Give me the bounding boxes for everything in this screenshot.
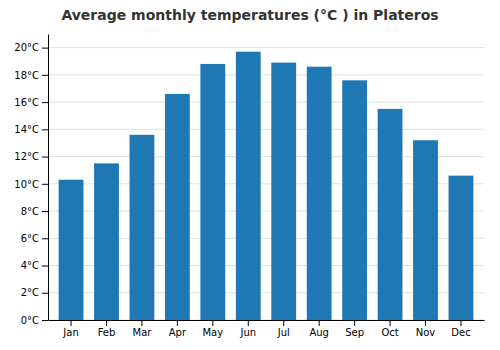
y-tick-mark	[42, 48, 48, 49]
bar	[378, 109, 403, 320]
y-tick-mark	[42, 211, 48, 212]
bar	[271, 63, 296, 320]
y-tick-label: 20°C	[14, 42, 39, 53]
x-tick-label: Aug	[309, 327, 329, 338]
chart: Jan Feb Mar Apr May Jun Jul Aug Sep Oct Nov Dec 0°C 2…	[0, 0, 500, 350]
x-tick-mark	[390, 320, 391, 326]
x-tick: Dec	[451, 320, 470, 338]
x-tick: Oct	[381, 320, 398, 338]
x-tick-mark	[319, 320, 320, 326]
x-tick-mark	[106, 320, 107, 326]
y-tick: 20°C	[14, 42, 48, 53]
x-tick-mark	[71, 320, 72, 326]
y-axis-line	[48, 35, 49, 321]
x-axis-line	[49, 320, 485, 321]
x-tick: Feb	[98, 320, 116, 338]
title: Average monthly temperatures (°C ) in Pl…	[61, 7, 438, 23]
x-tick-label: Dec	[451, 327, 470, 338]
bar	[236, 52, 261, 320]
x-tick: May	[202, 320, 223, 338]
y-tick-mark	[42, 184, 48, 185]
y-tick-mark	[42, 129, 48, 130]
y-tick: 4°C	[21, 260, 48, 271]
bar	[59, 180, 84, 320]
x-tick-mark	[177, 320, 178, 326]
x-tick-label: Apr	[169, 327, 187, 338]
y-tick-label: 10°C	[14, 179, 39, 190]
grid-line	[48, 47, 484, 48]
x-tick-mark	[460, 320, 461, 326]
x-tick-label: Jan	[62, 327, 78, 338]
y-tick: 6°C	[21, 233, 48, 244]
y-tick-label: 4°C	[21, 260, 39, 271]
grid	[48, 48, 484, 320]
bar	[449, 176, 474, 320]
bar	[165, 94, 190, 320]
y-tick-label: 12°C	[14, 151, 39, 162]
y-tick-mark	[42, 102, 48, 103]
bar	[130, 135, 155, 320]
x-tick: Apr	[169, 320, 187, 338]
y-tick-label: 2°C	[21, 287, 39, 298]
x-tick-mark	[212, 320, 213, 326]
x-tick-label: Nov	[416, 327, 436, 338]
x-tick: Sep	[345, 320, 364, 338]
y-tick: 8°C	[21, 206, 48, 217]
plot: Jan Feb Mar Apr May Jun Jul Aug Sep Oct Nov Dec 0°C 2…	[14, 35, 484, 339]
bar	[307, 67, 332, 320]
y-tick-mark	[42, 266, 48, 267]
x-tick: Nov	[416, 320, 436, 338]
x-tick-label: Feb	[98, 327, 116, 338]
y-tick-mark	[42, 238, 48, 239]
x-tick-mark	[141, 320, 142, 326]
y-tick: 0°C	[21, 315, 48, 326]
y-tick-label: 8°C	[21, 206, 39, 217]
x-tick-label: Jun	[239, 327, 256, 338]
y-tick-mark	[42, 75, 48, 76]
bar	[200, 64, 225, 320]
bar	[413, 140, 438, 320]
x-tick-label: Sep	[345, 327, 364, 338]
y-tick-label: 18°C	[14, 70, 39, 81]
x-axis: Jan Feb Mar Apr May Jun Jul Aug Sep Oct Nov Dec	[49, 320, 485, 338]
x-tick-mark	[354, 320, 355, 326]
x-tick-label: May	[202, 327, 223, 338]
y-tick: 18°C	[14, 70, 48, 81]
x-tick: Aug	[309, 320, 329, 338]
y-tick-mark	[42, 157, 48, 158]
x-tick-mark	[248, 320, 249, 326]
y-tick-mark	[42, 293, 48, 294]
grid-line	[48, 102, 484, 103]
y-tick: 14°C	[14, 124, 48, 135]
y-tick-label: 6°C	[21, 233, 39, 244]
x-tick-label: Jul	[277, 327, 290, 338]
grid-line	[48, 74, 484, 75]
x-tick: Jul	[277, 320, 290, 338]
bar	[94, 163, 119, 320]
x-tick: Mar	[132, 320, 152, 338]
grid-line	[48, 129, 484, 130]
y-tick-label: 14°C	[14, 124, 39, 135]
x-tick-label: Oct	[381, 327, 398, 338]
x-tick: Jan	[62, 320, 78, 338]
y-tick: 12°C	[14, 151, 48, 162]
bar	[342, 80, 367, 320]
x-tick-mark	[283, 320, 284, 326]
x-tick: Jun	[239, 320, 256, 338]
x-tick-mark	[425, 320, 426, 326]
bars	[59, 52, 474, 320]
y-tick: 16°C	[14, 97, 48, 108]
y-tick-label: 16°C	[14, 97, 39, 108]
y-tick: 10°C	[14, 179, 48, 190]
y-tick: 2°C	[21, 287, 48, 298]
y-tick-label: 0°C	[21, 315, 39, 326]
y-tick-mark	[42, 320, 48, 321]
y-axis: 0°C 2°C 4°C 6°C 8°C 10°C 12°C 14°C 16°C 18°C 20°C	[14, 35, 48, 326]
x-tick-label: Mar	[132, 327, 152, 338]
